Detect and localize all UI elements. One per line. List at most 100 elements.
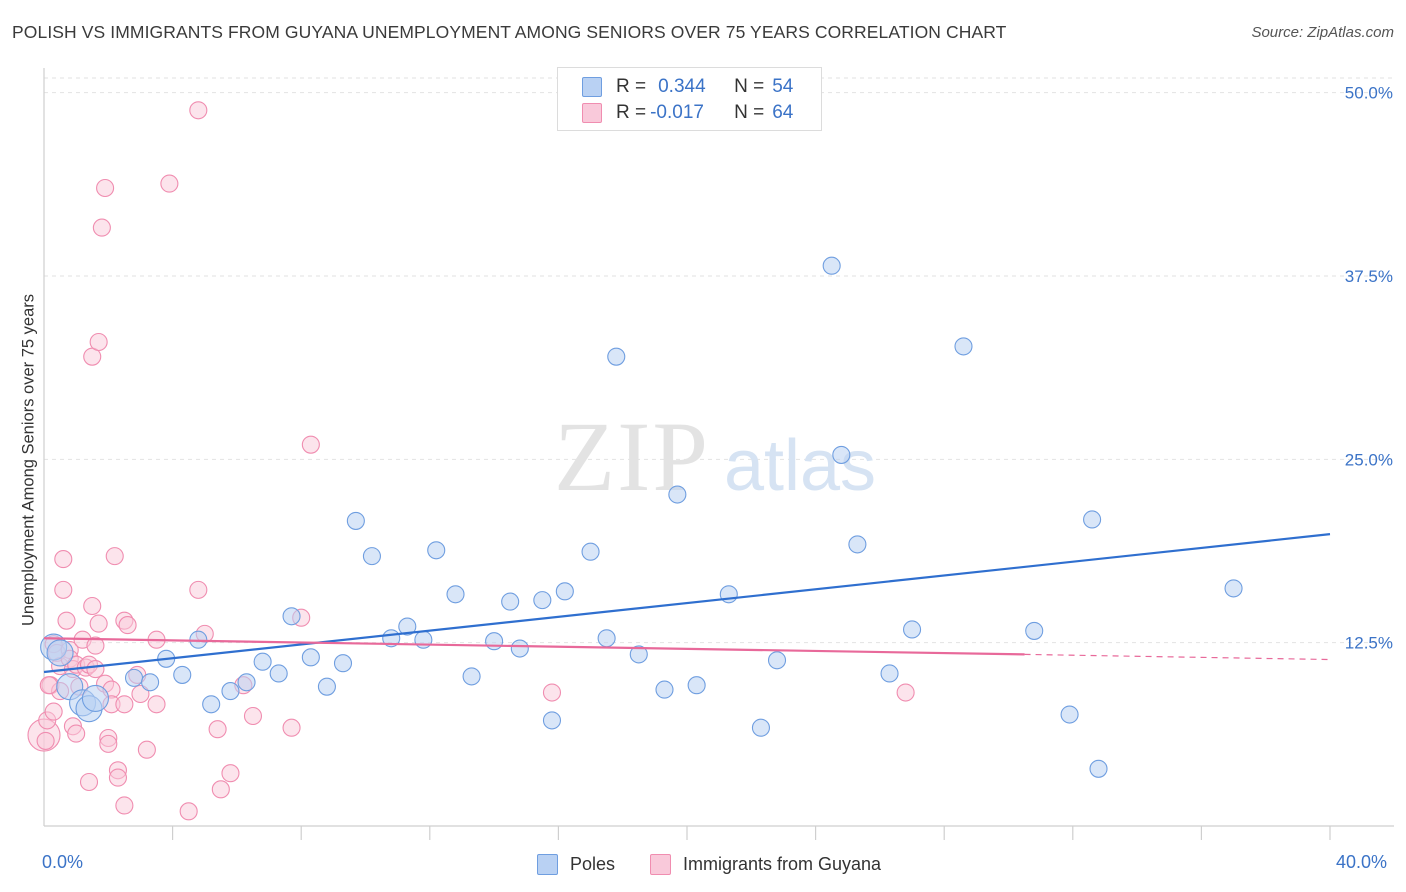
- guyana-point: [39, 676, 58, 695]
- guyana-point: [896, 683, 915, 702]
- poles-point: [317, 677, 336, 696]
- series-poles: [40, 256, 1243, 778]
- poles-point: [253, 652, 272, 671]
- trend-lines: [43, 533, 1331, 674]
- bottom-legend-swatch-poles: [537, 853, 558, 875]
- poles-point: [832, 445, 851, 464]
- poles-point: [1025, 621, 1044, 640]
- y-tick-label: 12.5%: [1345, 634, 1393, 653]
- guyana-point: [57, 611, 76, 630]
- poles-point: [81, 684, 109, 712]
- poles-point: [398, 617, 417, 636]
- chart-title: POLISH VS IMMIGRANTS FROM GUYANA UNEMPLO…: [12, 22, 1007, 42]
- legend-r-label: R =: [616, 76, 647, 97]
- guyana-point: [105, 547, 124, 566]
- poles-point: [533, 591, 552, 610]
- guyana-point: [115, 695, 134, 714]
- y-tick-labels: 12.5% 25.0% 37.5% 50.0%: [1345, 84, 1393, 653]
- poles-point: [221, 682, 240, 701]
- y-tick-label: 25.0%: [1345, 450, 1393, 469]
- poles-trend-line: [43, 533, 1331, 674]
- guyana-point: [83, 596, 102, 616]
- poles-point: [510, 639, 529, 658]
- guyana-point: [89, 614, 108, 633]
- legend-r-value-guyana: -0.017: [650, 102, 704, 123]
- source-label: Source: ZipAtlas.com: [1251, 24, 1394, 41]
- poles-point: [427, 541, 446, 560]
- poles-point: [1083, 510, 1102, 529]
- legend-n-value-poles: 54: [772, 76, 794, 97]
- guyana-point: [221, 764, 240, 783]
- guyana-point: [542, 683, 562, 702]
- poles-point: [362, 547, 381, 566]
- legend-row-guyana: R = -0.017 N = 64: [582, 101, 793, 125]
- guyana-point: [96, 178, 115, 198]
- poles-point: [501, 592, 520, 611]
- y-tick-label: 37.5%: [1345, 267, 1393, 286]
- guyana-point: [36, 731, 55, 750]
- legend-swatch-guyana: [582, 103, 602, 123]
- poles-point: [46, 639, 74, 667]
- poles-point: [1089, 759, 1108, 778]
- poles-point: [237, 673, 256, 692]
- guyana-point: [99, 734, 118, 753]
- guyana-point: [54, 580, 73, 599]
- bottom-legend-label-poles: Poles: [570, 853, 616, 874]
- poles-point: [668, 485, 687, 504]
- guyana-point: [115, 796, 134, 815]
- guyana-point: [179, 802, 198, 821]
- poles-point: [462, 667, 481, 686]
- watermark-atlas: atlas: [724, 426, 876, 506]
- poles-point: [767, 651, 787, 670]
- guyana-trend-extension: [1024, 653, 1331, 661]
- bottom-legend-label-guyana: Immigrants from Guyana: [683, 853, 882, 874]
- guyana-point: [211, 780, 230, 799]
- guyana-point: [92, 218, 111, 237]
- axes: [43, 68, 1394, 840]
- bottom-legend-swatch-guyana: [650, 853, 671, 875]
- guyana-point: [160, 174, 179, 193]
- guyana-point: [282, 718, 301, 737]
- legend-n-label: N =: [734, 76, 765, 97]
- y-axis-label: Unemployment Among Seniors over 75 years: [19, 294, 38, 626]
- watermark-zip: ZIP: [554, 401, 710, 512]
- poles-point: [597, 629, 616, 648]
- guyana-point: [147, 695, 166, 714]
- poles-point: [124, 668, 144, 687]
- poles-point: [751, 718, 770, 737]
- poles-point: [555, 582, 574, 601]
- legend-swatch-poles: [582, 77, 602, 97]
- poles-point: [655, 680, 674, 699]
- bottom-legend-guyana: Immigrants from Guyana: [650, 852, 881, 876]
- poles-point: [687, 676, 706, 695]
- poles-point: [346, 511, 365, 530]
- poles-point: [1060, 705, 1079, 724]
- poles-point: [880, 664, 899, 683]
- poles-point: [954, 337, 973, 356]
- poles-point: [485, 632, 504, 651]
- y-tick-label: 50.0%: [1345, 84, 1393, 103]
- guyana-point: [108, 768, 127, 787]
- guyana-point: [54, 550, 73, 569]
- poles-point: [446, 585, 465, 604]
- guyana-point: [131, 684, 150, 704]
- x-tick-label-min: 0.0%: [42, 852, 84, 872]
- legend-row-poles: R = 0.344 N = 54: [582, 75, 793, 99]
- poles-point: [629, 645, 648, 664]
- guyana-point: [89, 332, 108, 352]
- legend-n-label: N =: [734, 102, 765, 123]
- legend: R = 0.344 N = 54 R = -0.017 N = 64: [557, 67, 822, 131]
- poles-point: [282, 607, 301, 626]
- poles-point: [1224, 579, 1243, 598]
- watermark: ZIP atlas: [554, 401, 876, 512]
- guyana-point: [86, 660, 105, 679]
- guyana-point: [189, 101, 208, 120]
- legend-n-value-guyana: 64: [772, 102, 794, 123]
- poles-point: [607, 347, 626, 366]
- guyana-point: [86, 636, 105, 655]
- poles-point: [269, 664, 288, 683]
- poles-point: [822, 256, 841, 275]
- poles-point: [848, 535, 867, 554]
- guyana-point: [301, 435, 320, 454]
